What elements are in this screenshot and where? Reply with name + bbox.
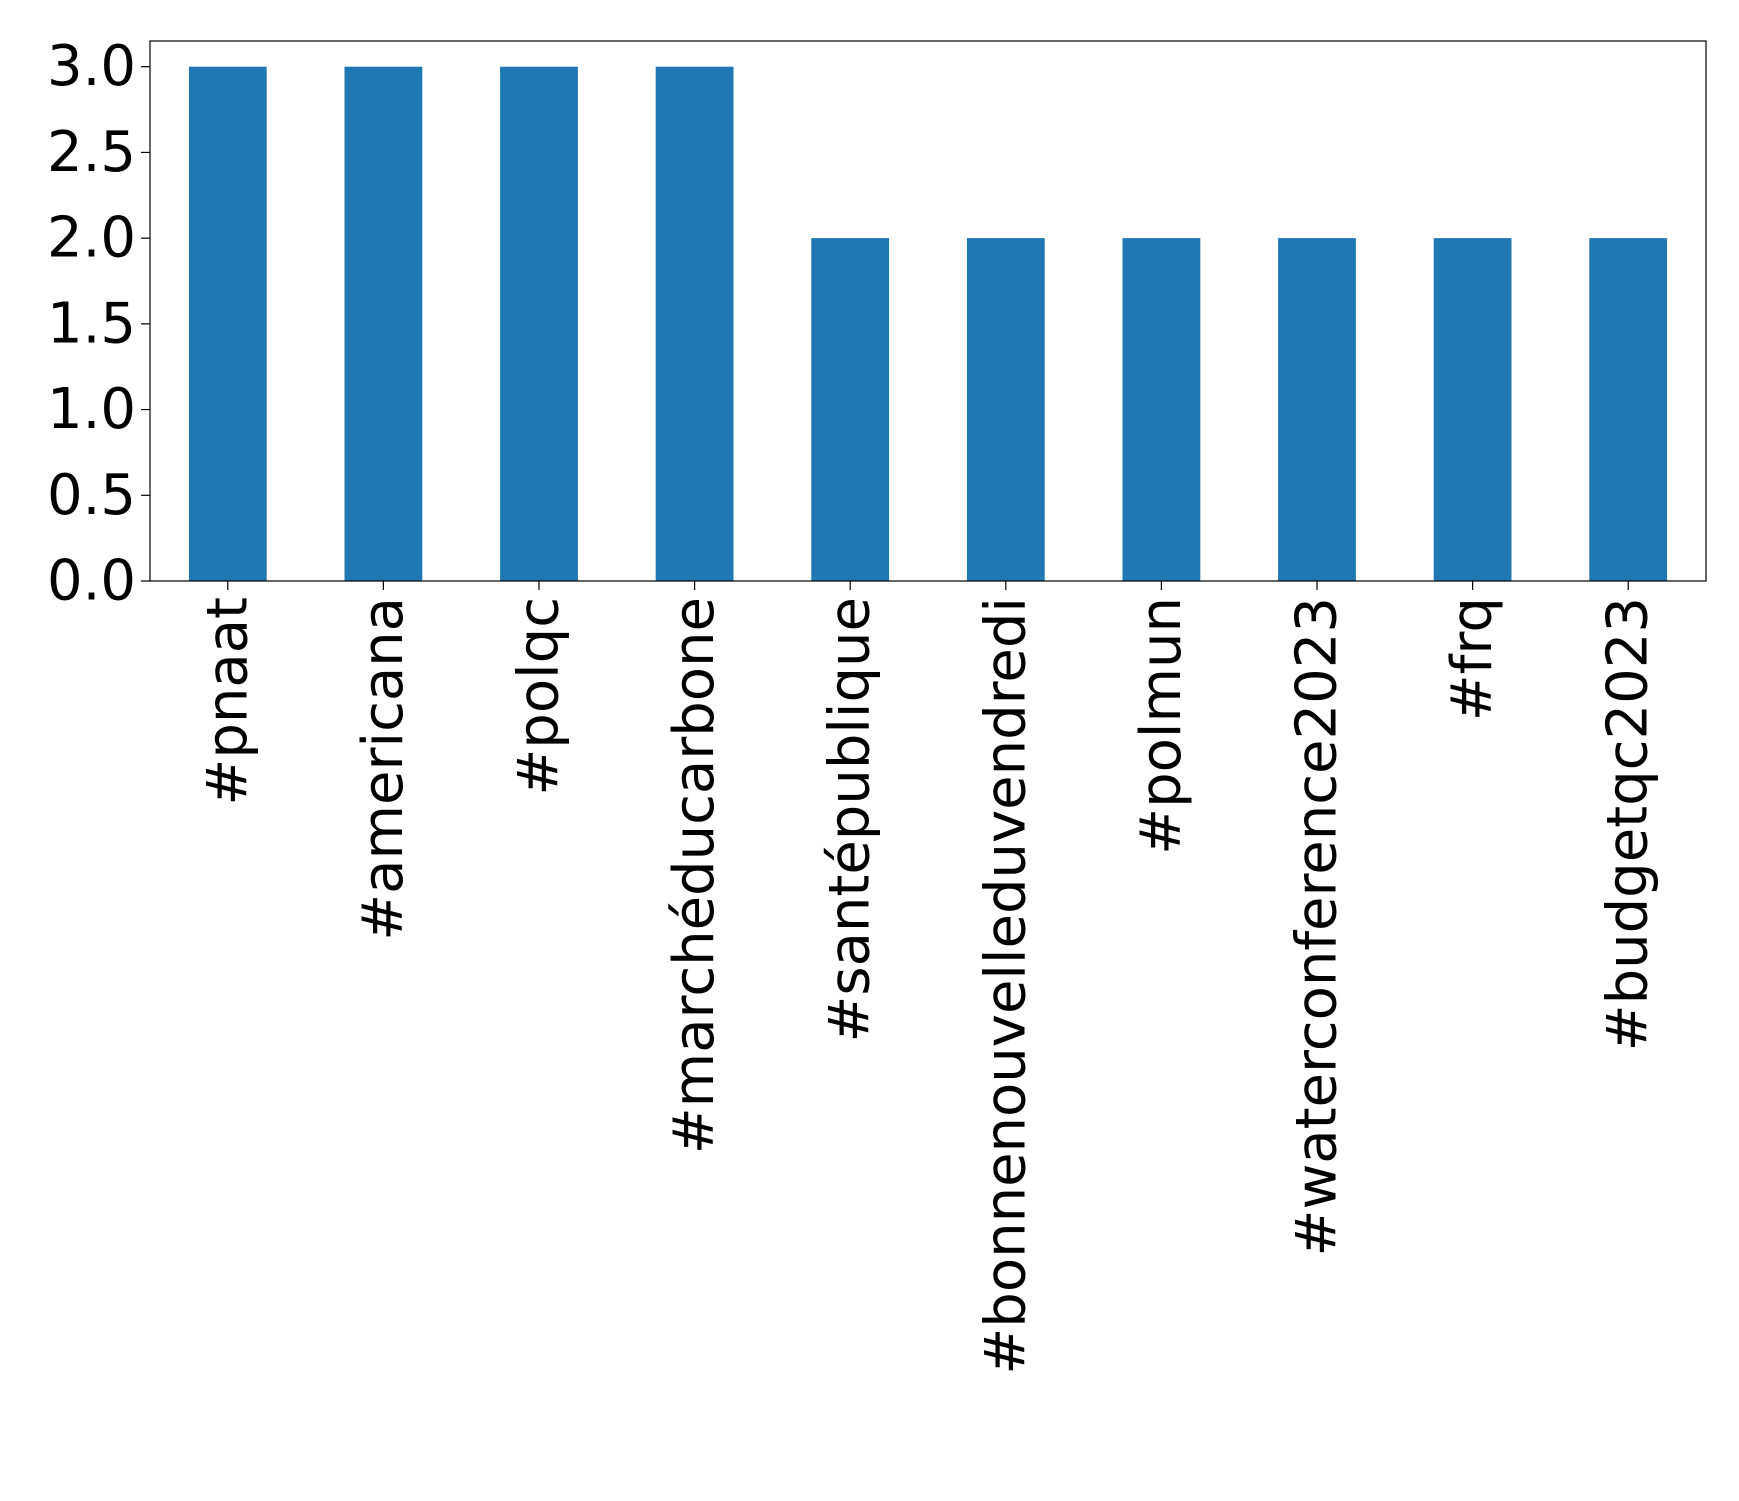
bar [1278, 238, 1356, 581]
y-tick-label: 2.0 [47, 206, 136, 271]
x-tick-label: #polqc [507, 597, 572, 796]
bar [655, 66, 734, 581]
x-tick-label: #waterconference2023 [1285, 597, 1350, 1256]
bar [1122, 238, 1201, 581]
x-tick-label: #frq [1440, 597, 1505, 721]
bar [1589, 238, 1668, 581]
bar [344, 66, 423, 581]
y-tick-label: 1.5 [47, 291, 136, 356]
plot-frame [149, 40, 1707, 582]
bar [811, 238, 890, 581]
y-tick-label: 0.0 [47, 549, 136, 614]
y-tick-label: 1.0 [47, 377, 136, 442]
x-axis: #pnaat #americana #polqc #marchéducarbone #s… [195, 581, 1661, 1375]
bars-group [188, 66, 1668, 581]
bar [188, 66, 267, 581]
x-tick-label: #pnaat [195, 597, 260, 806]
bar [500, 66, 578, 581]
x-tick-label: #santépublique [818, 597, 883, 1043]
x-tick-label: #bonnenouvelleduvendredi [973, 597, 1038, 1375]
y-tick-label: 2.5 [47, 120, 136, 185]
y-tick-label: 3.0 [47, 34, 136, 99]
bar [966, 238, 1045, 581]
bar [1433, 238, 1512, 581]
x-tick-label: #polmun [1129, 597, 1194, 855]
x-tick-label: #budgetqc2023 [1596, 597, 1661, 1051]
x-tick-label: #americana [351, 597, 416, 941]
x-tick-label: #marchéducarbone [662, 597, 727, 1154]
y-tick-label: 0.5 [47, 463, 136, 528]
y-axis: 0.0 0.5 1.0 1.5 2.0 2.5 3.0 [47, 34, 150, 614]
